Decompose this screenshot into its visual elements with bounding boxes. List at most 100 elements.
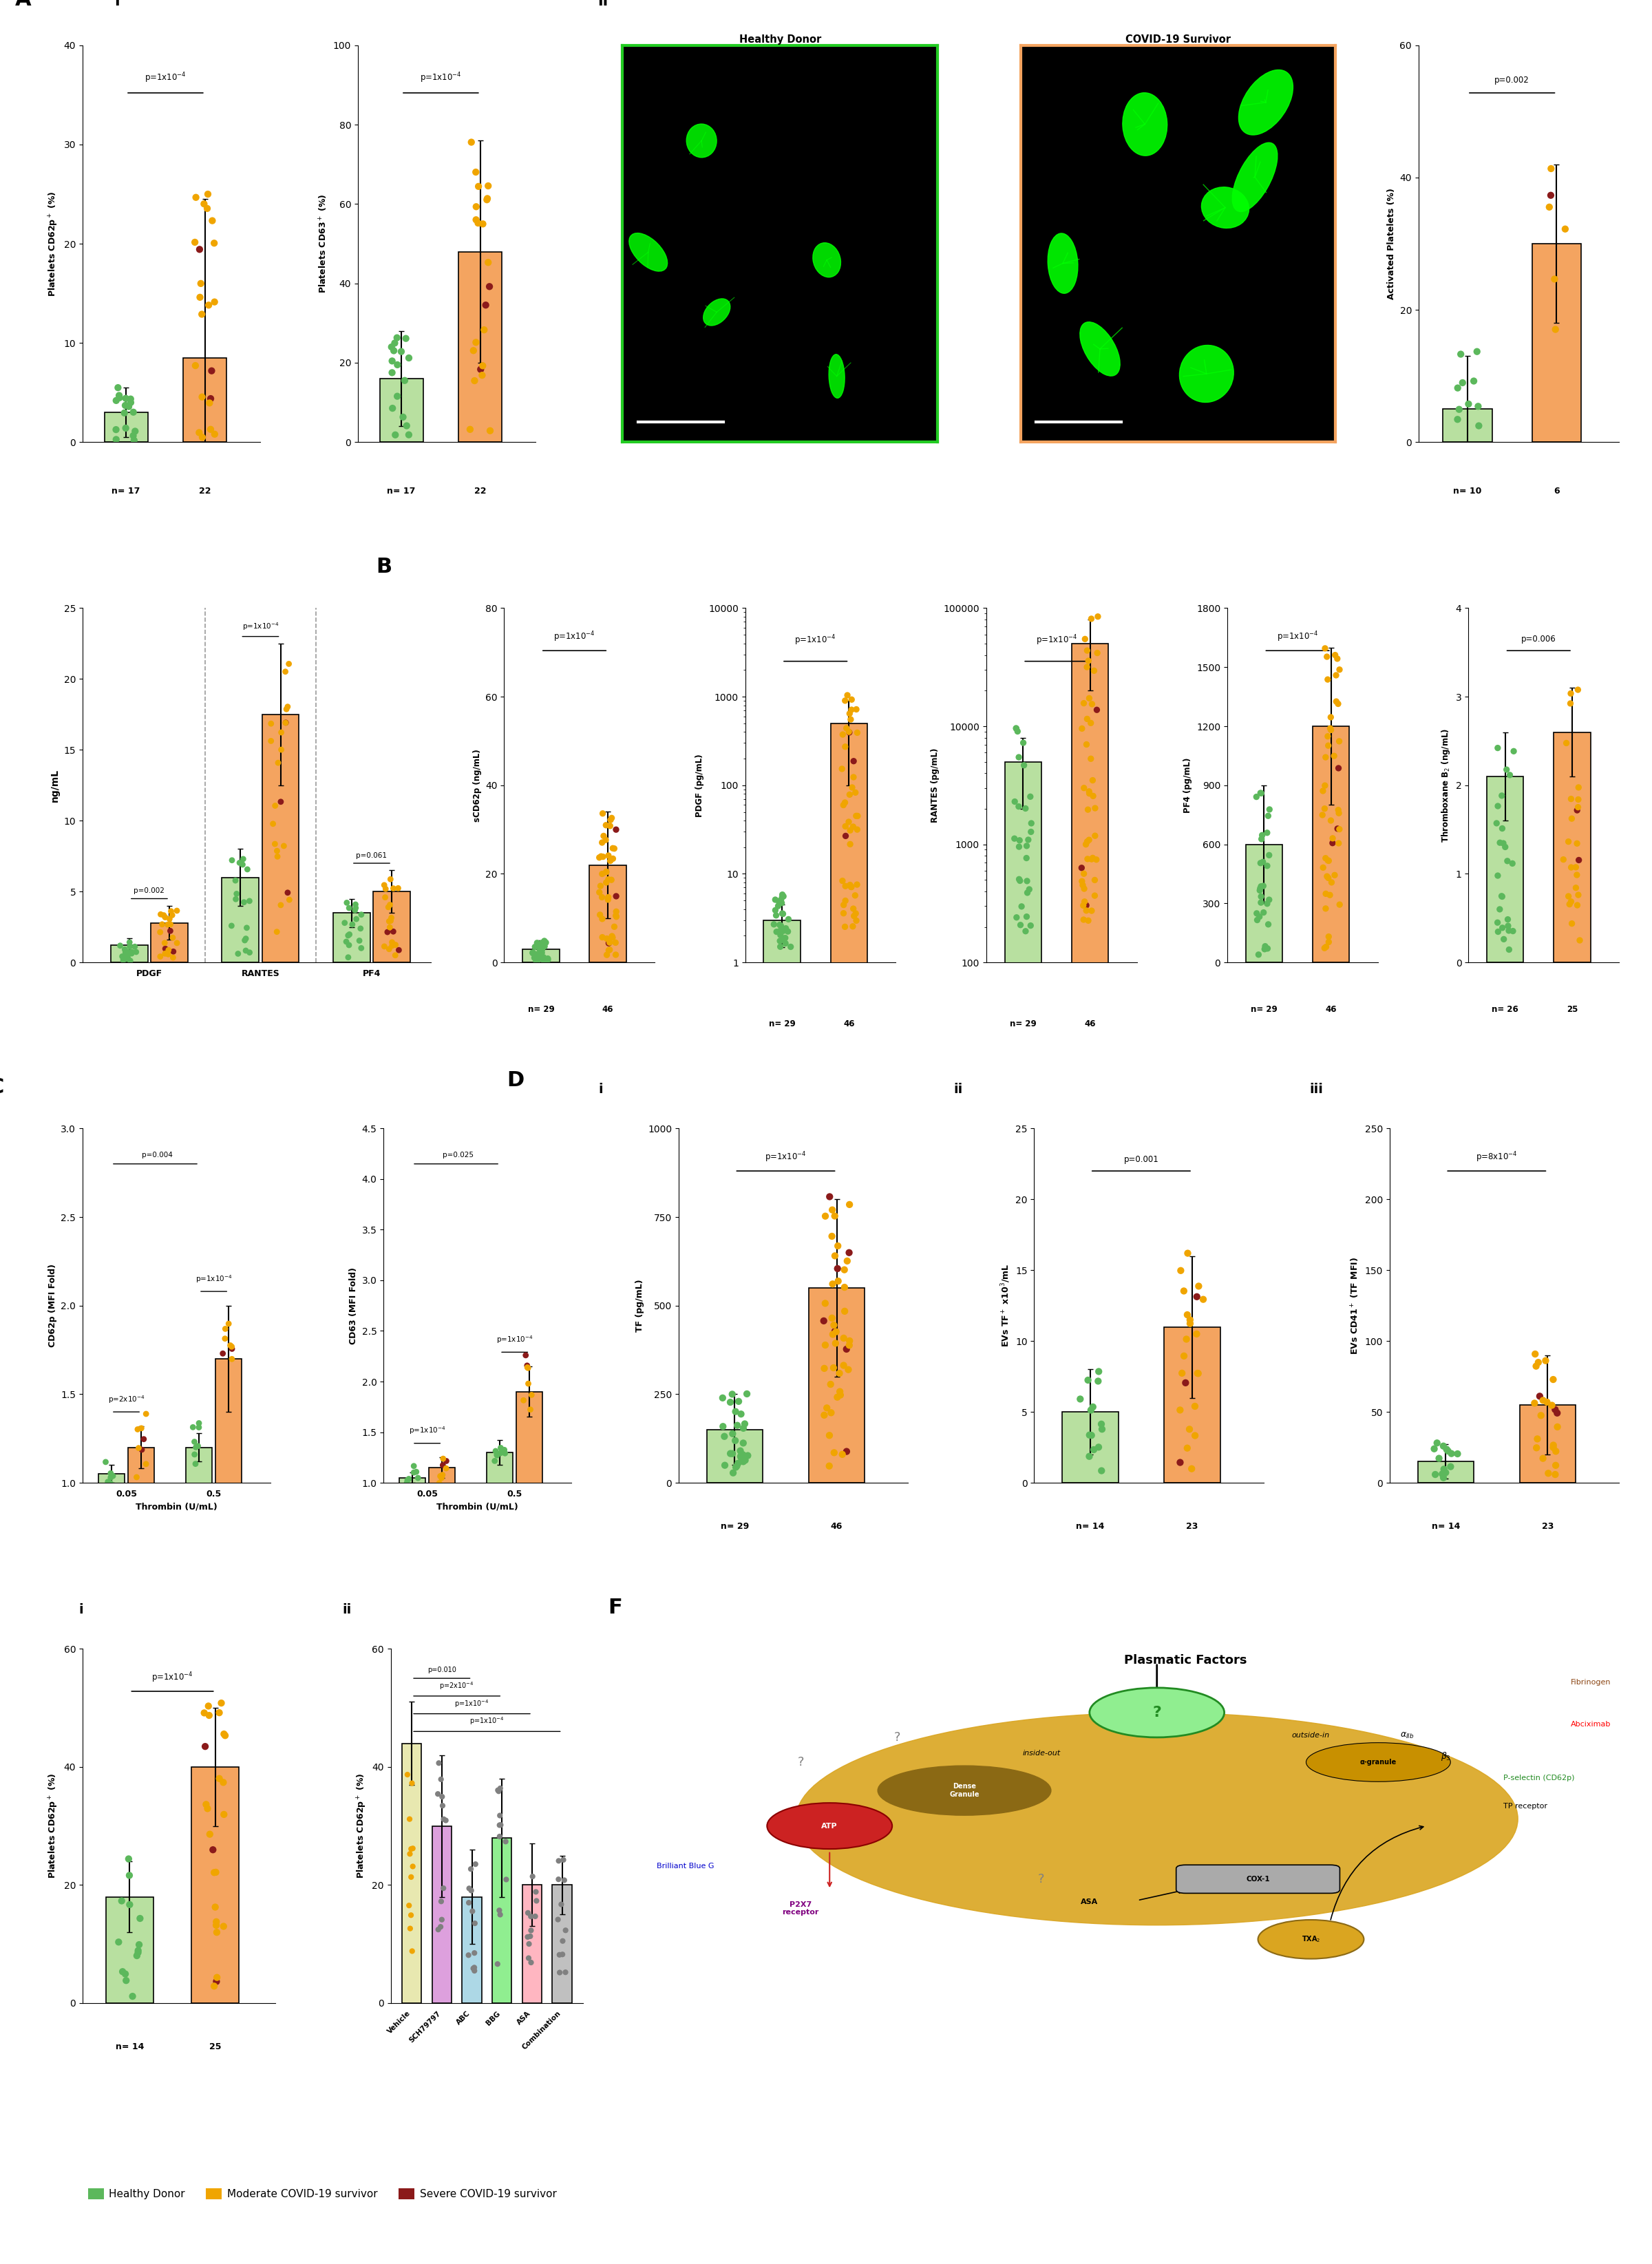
Point [833, 808, 859, 844]
Point [595, 878, 621, 915]
Point [132, 1397, 159, 1433]
Point [187, 278, 213, 315]
Point [463, 324, 489, 360]
Point [430, 1447, 456, 1483]
Point [102, 421, 129, 457]
Point [1013, 840, 1039, 876]
Point [1176, 1410, 1203, 1447]
Point [385, 933, 411, 969]
Point [111, 940, 137, 976]
Point [596, 808, 623, 844]
Point [1079, 600, 1105, 636]
Point [729, 1397, 755, 1433]
Point [515, 1349, 542, 1386]
Point [722, 1449, 748, 1485]
Point [730, 1444, 757, 1481]
Point [1487, 892, 1513, 928]
Point [839, 908, 866, 944]
Y-axis label: Thromboxane B$_2$ (ng/mL): Thromboxane B$_2$ (ng/mL) [1441, 729, 1452, 842]
Point [821, 1313, 847, 1349]
Point [1315, 727, 1341, 763]
Point [598, 799, 624, 835]
Point [527, 937, 553, 974]
Point [1564, 672, 1591, 709]
Point [469, 358, 496, 394]
Point [372, 928, 398, 964]
Text: 46: 46 [1325, 1005, 1336, 1014]
Text: p=1x10$^{-4}$: p=1x10$^{-4}$ [145, 72, 187, 86]
Text: 46: 46 [831, 1521, 843, 1530]
Bar [1417, 1463, 1474, 1483]
Point [152, 931, 178, 967]
Text: 25: 25 [1566, 1005, 1578, 1014]
Point [461, 1906, 487, 1943]
Point [1072, 620, 1099, 657]
Bar [522, 1886, 542, 2004]
Point [720, 1456, 747, 1492]
Point [268, 783, 294, 820]
Point [112, 410, 139, 446]
Point [595, 933, 621, 969]
Ellipse shape [704, 299, 730, 326]
Point [1313, 638, 1340, 675]
Text: n= 29: n= 29 [1009, 1019, 1036, 1028]
Point [474, 181, 501, 217]
Point [1077, 740, 1104, 777]
Point [768, 881, 795, 917]
Text: n= 29: n= 29 [527, 1005, 555, 1014]
Point [831, 1320, 857, 1356]
Point [375, 915, 401, 951]
Point [388, 333, 415, 369]
Point [1313, 858, 1340, 894]
Point [727, 1433, 753, 1469]
Point [112, 940, 139, 976]
Y-axis label: Platelets CD63$^+$ (%): Platelets CD63$^+$ (%) [319, 195, 329, 294]
Point [182, 1435, 208, 1472]
Point [155, 935, 182, 971]
Point [730, 1410, 757, 1447]
Point [116, 937, 142, 974]
Point [1421, 1431, 1447, 1467]
Point [1079, 763, 1105, 799]
Bar [129, 1447, 154, 1660]
Point [1080, 779, 1107, 815]
Point [202, 224, 228, 260]
Point [818, 1395, 844, 1431]
Point [722, 1392, 748, 1429]
Point [547, 1936, 573, 1972]
Point [1256, 792, 1282, 829]
Point [1080, 1431, 1107, 1467]
Bar [380, 378, 423, 441]
Point [121, 394, 147, 430]
Point [337, 917, 363, 953]
Point [765, 887, 791, 924]
Text: 46: 46 [1084, 1019, 1095, 1028]
Point [124, 1458, 150, 1494]
Point [1320, 824, 1346, 860]
Point [844, 797, 871, 833]
Bar [1246, 844, 1282, 962]
Point [268, 887, 294, 924]
Point [550, 1841, 577, 1877]
Point [603, 924, 629, 960]
Point [1247, 872, 1274, 908]
Point [1317, 876, 1343, 912]
Point [530, 944, 557, 980]
Point [1082, 790, 1108, 826]
Point [157, 912, 183, 949]
Point [1075, 822, 1102, 858]
Point [188, 265, 215, 301]
Point [117, 385, 144, 421]
Text: p=1x10$^{-4}$: p=1x10$^{-4}$ [765, 1150, 806, 1164]
Bar [1520, 1406, 1576, 1483]
Point [1495, 912, 1521, 949]
Point [264, 915, 291, 951]
Point [428, 1761, 454, 1798]
Point [596, 842, 623, 878]
Point [527, 933, 553, 969]
Point [517, 1918, 544, 1954]
Point [1082, 878, 1108, 915]
Point [1525, 1422, 1551, 1458]
Point [831, 783, 857, 820]
Point [1543, 310, 1569, 346]
